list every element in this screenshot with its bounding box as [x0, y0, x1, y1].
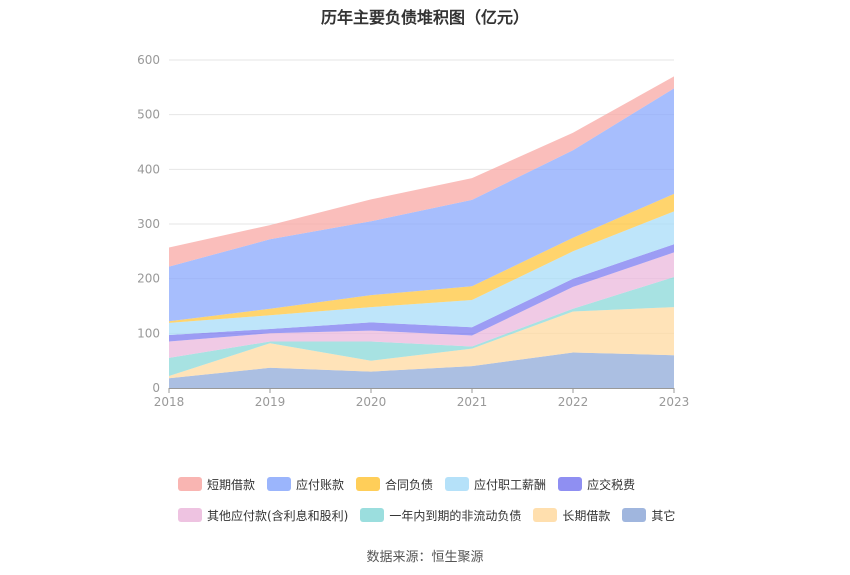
x-tick-label-2023: 2023: [659, 395, 690, 409]
y-tick-label-100: 100: [137, 326, 160, 340]
legend-label: 应交税费: [587, 477, 636, 492]
legend-swatch: [533, 508, 558, 522]
legend-swatch: [622, 508, 647, 522]
legend-item[interactable]: 应付职工薪酬: [445, 476, 546, 493]
legend-swatch: [178, 508, 202, 522]
x-tick-label-2018: 2018: [154, 395, 185, 409]
legend-item[interactable]: 短期借款: [178, 476, 255, 493]
area-series-8: [169, 76, 674, 267]
legend-item[interactable]: 合同负债: [356, 476, 433, 493]
x-tick-label-2021: 2021: [457, 395, 488, 409]
legend-item[interactable]: 应交税费: [558, 476, 635, 493]
legend-label: 其他应付款(含利息和股利): [207, 508, 349, 523]
legend-swatch: [267, 477, 292, 491]
legend-label: 其它: [651, 508, 676, 523]
area-series: [169, 76, 674, 388]
y-tick-label-400: 400: [137, 162, 160, 176]
area-series-6: [169, 193, 674, 323]
x-tick-label-2020: 2020: [356, 395, 387, 409]
legend-item[interactable]: 应付账款: [267, 476, 344, 493]
x-tick-label-2019: 2019: [255, 395, 286, 409]
area-series-7: [169, 88, 674, 322]
area-series-3: [169, 252, 674, 358]
chart-title: 历年主要负债堆积图（亿元）: [320, 8, 529, 27]
data-source-note: 数据来源：恒生聚源: [366, 550, 484, 565]
legend-swatch: [360, 508, 385, 522]
legend-swatch: [356, 477, 381, 491]
area-series-5: [169, 211, 674, 335]
x-tick-label-2022: 2022: [558, 395, 589, 409]
y-tick-label-200: 200: [137, 272, 160, 286]
legend-swatch: [558, 477, 583, 491]
y-tick-label-0: 0: [152, 381, 160, 395]
legend-row-1: 其他应付款(含利息和股利) 一年内到期的非流动负债 长期借款 其它: [178, 505, 698, 525]
legend-swatch: [445, 477, 470, 491]
axes: 0 100 200 300 400 500 600 2018 2019 2020 2021 2022 2…: [137, 53, 689, 409]
legend-label: 合同负债: [385, 477, 434, 492]
legend-item[interactable]: 其它: [622, 507, 675, 524]
legend-swatch: [178, 477, 202, 491]
y-tick-label-300: 300: [137, 217, 160, 231]
legend: 短期借款 应付账款 合同负债 应付职工薪酬 应交税费其他应付款(含利息和股利) 一年内到期…: [178, 474, 698, 536]
legend-item[interactable]: 一年内到期的非流动负债: [360, 507, 521, 524]
y-tick-label-500: 500: [137, 108, 160, 122]
legend-row-0: 短期借款 应付账款 合同负债 应付职工薪酬 应交税费: [178, 474, 698, 494]
area-series-1: [169, 307, 674, 379]
legend-label: 应付职工薪酬: [474, 477, 547, 492]
legend-label: 短期借款: [207, 477, 256, 492]
area-series-0: [169, 352, 674, 388]
legend-label: 长期借款: [562, 508, 611, 523]
legend-item[interactable]: 其他应付款(含利息和股利): [178, 507, 348, 524]
legend-label: 一年内到期的非流动负债: [389, 508, 522, 523]
y-tick-label-600: 600: [137, 53, 160, 67]
legend-item[interactable]: 长期借款: [533, 507, 610, 524]
legend-label: 应付账款: [296, 477, 345, 492]
